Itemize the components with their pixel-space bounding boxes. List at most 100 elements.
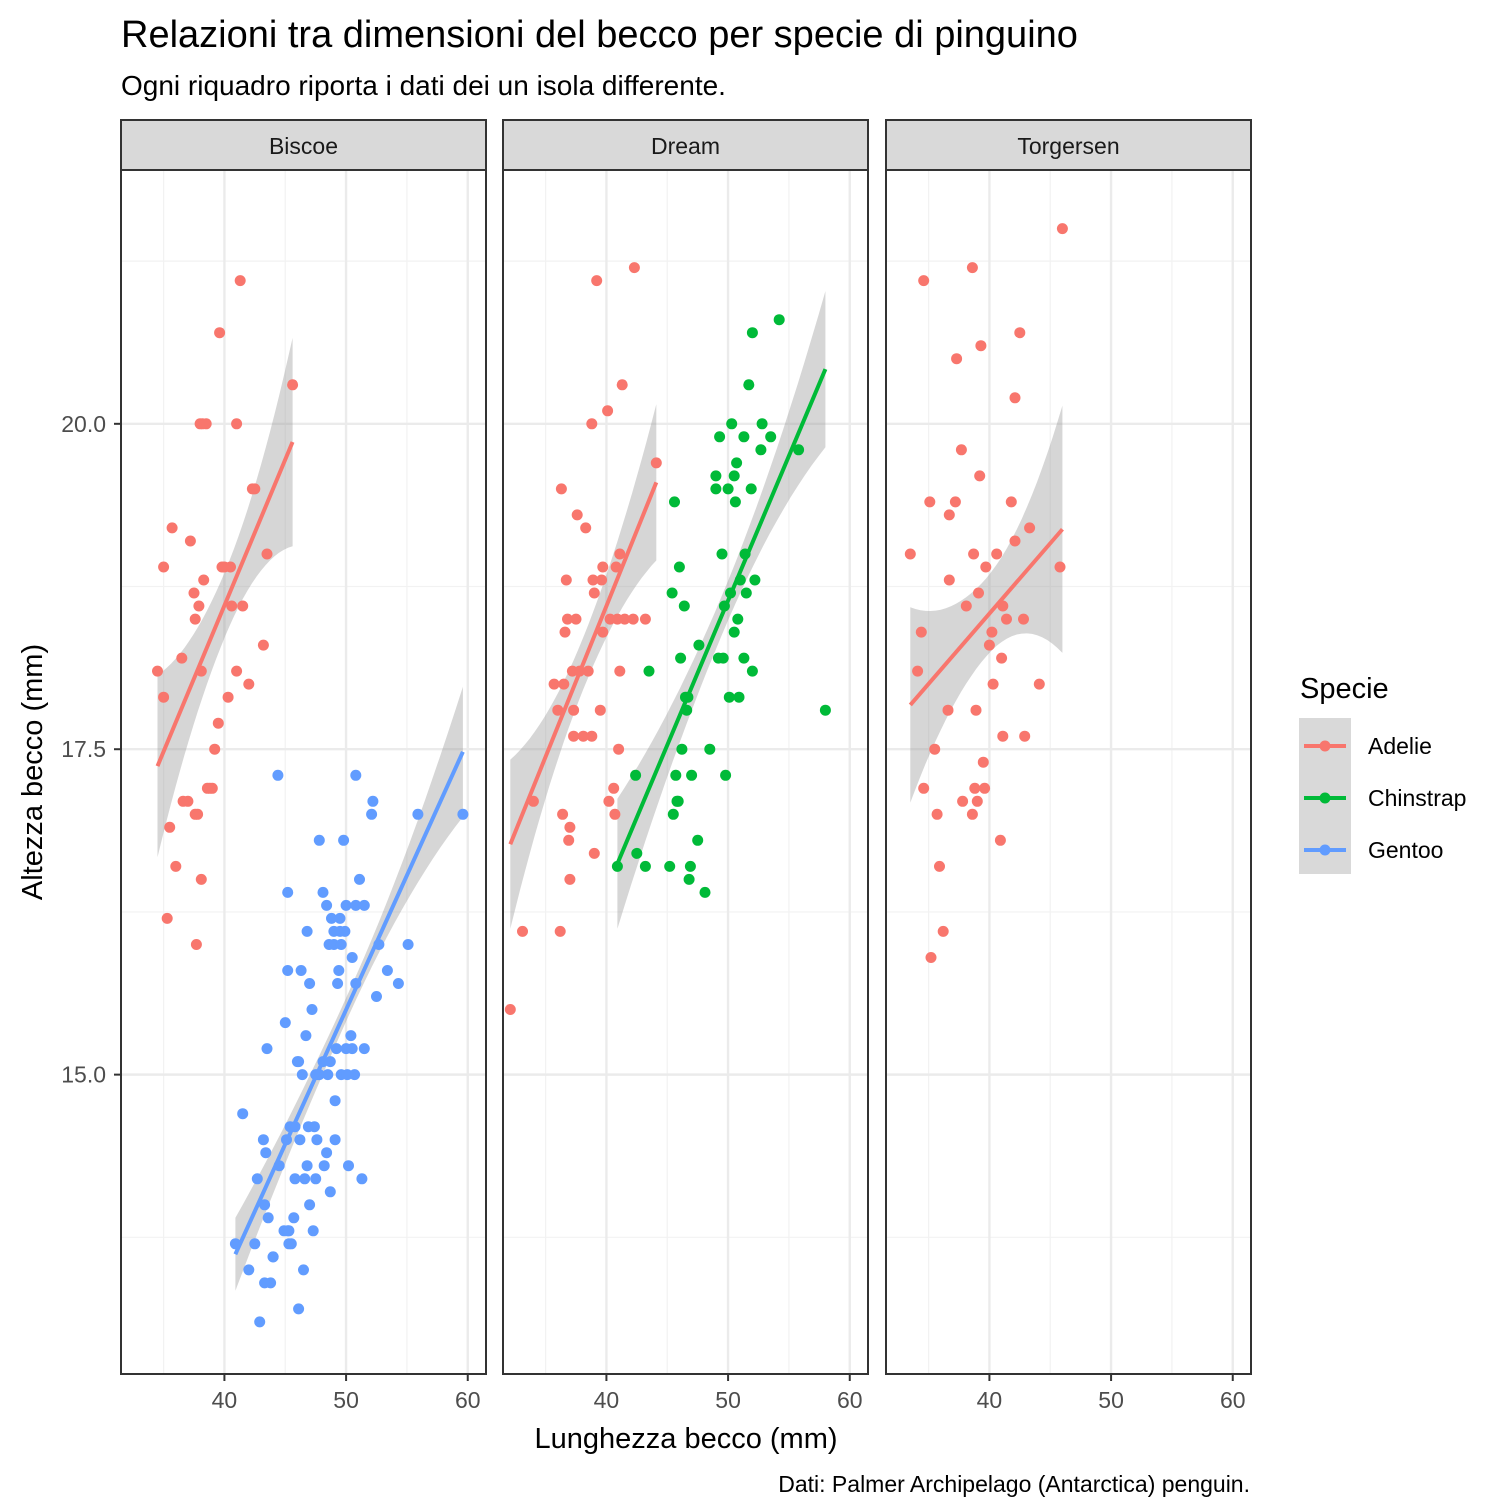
data-point-adelie xyxy=(614,665,626,677)
data-point-gentoo xyxy=(304,978,316,989)
data-point-gentoo xyxy=(301,1160,313,1172)
x-tick-label: 60 xyxy=(455,1387,481,1413)
confidence-band-adelie xyxy=(157,337,293,858)
data-point-adelie xyxy=(214,327,226,339)
data-point-chinstrap xyxy=(630,769,642,781)
data-point-gentoo xyxy=(345,1030,357,1042)
data-point-adelie xyxy=(177,795,189,807)
data-point-adelie xyxy=(559,626,571,638)
data-point-gentoo xyxy=(262,1212,274,1224)
data-point-chinstrap xyxy=(732,613,744,625)
data-point-adelie xyxy=(968,548,980,560)
legend-item-chinstrap: Chinstrap xyxy=(1304,785,1466,811)
panel-background xyxy=(886,170,1251,1374)
data-point-gentoo xyxy=(261,1043,273,1055)
y-axis: 15.0 17.5 20.0 xyxy=(61,411,121,1088)
data-point-gentoo xyxy=(349,1069,361,1081)
data-point-adelie xyxy=(586,418,598,430)
data-point-gentoo xyxy=(272,769,284,781)
data-point-adelie xyxy=(597,561,609,573)
data-point-adelie xyxy=(560,574,572,586)
data-point-chinstrap xyxy=(738,652,750,664)
data-point-chinstrap xyxy=(746,665,758,677)
data-point-adelie xyxy=(1009,535,1021,547)
data-point-chinstrap xyxy=(722,483,734,495)
data-point-adelie xyxy=(257,639,269,651)
data-point-chinstrap xyxy=(738,431,750,443)
data-point-chinstrap xyxy=(733,691,745,703)
data-point-adelie xyxy=(577,730,589,742)
data-point-adelie xyxy=(1033,678,1045,690)
data-point-adelie xyxy=(226,600,238,612)
legend-label: Gentoo xyxy=(1368,837,1443,863)
data-point-gentoo xyxy=(306,1004,318,1015)
data-point-gentoo xyxy=(412,808,424,820)
data-point-adelie xyxy=(249,483,261,495)
data-point-gentoo xyxy=(288,1212,300,1224)
data-point-adelie xyxy=(971,795,983,807)
data-point-chinstrap xyxy=(667,808,679,820)
data-point-chinstrap xyxy=(673,561,685,573)
strip-background xyxy=(120,119,487,171)
facet-dream: Dream 40 50 60 xyxy=(502,119,869,1413)
data-point-gentoo xyxy=(249,1238,261,1250)
facet-panels: Biscoe 40 50 60 Dream 40 50 60 Torgersen 40 50 60 15… xyxy=(61,119,1252,1413)
x-tick-label: 50 xyxy=(333,1387,359,1413)
data-point-gentoo xyxy=(346,952,358,963)
data-point-adelie xyxy=(969,782,981,794)
data-point-adelie xyxy=(231,665,243,677)
data-point-adelie xyxy=(970,704,982,716)
data-point-adelie xyxy=(943,574,955,586)
legend: Specie Adelie Chinstrap Gentoo xyxy=(1299,673,1466,874)
data-point-gentoo xyxy=(313,834,325,846)
data-point-adelie xyxy=(924,496,936,508)
data-point-adelie xyxy=(190,939,202,950)
data-point-gentoo xyxy=(350,769,362,781)
data-point-adelie xyxy=(994,834,1006,846)
data-point-adelie xyxy=(591,275,603,287)
data-point-gentoo xyxy=(371,991,382,1002)
data-point-adelie xyxy=(596,574,608,586)
data-point-adelie xyxy=(568,730,580,742)
data-point-gentoo xyxy=(285,1238,297,1250)
data-point-adelie xyxy=(628,262,640,274)
data-point-gentoo xyxy=(366,808,378,820)
data-point-adelie xyxy=(949,496,961,508)
data-point-chinstrap xyxy=(631,847,643,859)
data-point-gentoo xyxy=(259,1199,271,1211)
regression-line-chinstrap xyxy=(615,368,828,865)
data-point-adelie xyxy=(597,626,609,638)
data-point-chinstrap xyxy=(676,743,688,755)
data-point-adelie xyxy=(570,613,582,625)
regression-line-adelie xyxy=(908,527,1064,707)
y-axis-title: Altezza becco (mm) xyxy=(17,644,49,900)
data-point-adelie xyxy=(170,860,182,872)
data-point-adelie xyxy=(960,600,972,612)
data-point-chinstrap xyxy=(643,665,655,677)
x-tick-label: 40 xyxy=(212,1387,238,1413)
data-point-adelie xyxy=(222,691,234,703)
legend-title: Specie xyxy=(1300,673,1389,705)
facet-biscoe: Biscoe 40 50 60 xyxy=(120,119,487,1413)
data-point-gentoo xyxy=(335,939,347,950)
data-point-chinstrap xyxy=(743,379,755,391)
data-point-adelie xyxy=(209,743,221,755)
data-point-adelie xyxy=(571,509,583,521)
data-point-adelie xyxy=(164,821,176,833)
data-point-adelie xyxy=(287,379,299,391)
data-point-adelie xyxy=(974,470,986,482)
regression-line-adelie xyxy=(508,481,659,845)
data-point-adelie xyxy=(588,587,600,599)
data-point-adelie xyxy=(184,535,196,547)
x-tick-label: 60 xyxy=(837,1387,863,1413)
data-point-gentoo xyxy=(317,886,329,898)
data-point-adelie xyxy=(996,652,1008,664)
confidence-band-gentoo xyxy=(235,686,463,1291)
data-point-adelie xyxy=(201,782,213,794)
data-point-adelie xyxy=(564,873,576,885)
data-point-chinstrap xyxy=(716,548,728,560)
chart-subtitle: Ogni riquadro riporta i dati dei un isol… xyxy=(121,70,726,101)
data-point-chinstrap xyxy=(664,860,676,872)
data-point-adelie xyxy=(588,847,600,859)
data-point-gentoo xyxy=(294,1134,306,1146)
